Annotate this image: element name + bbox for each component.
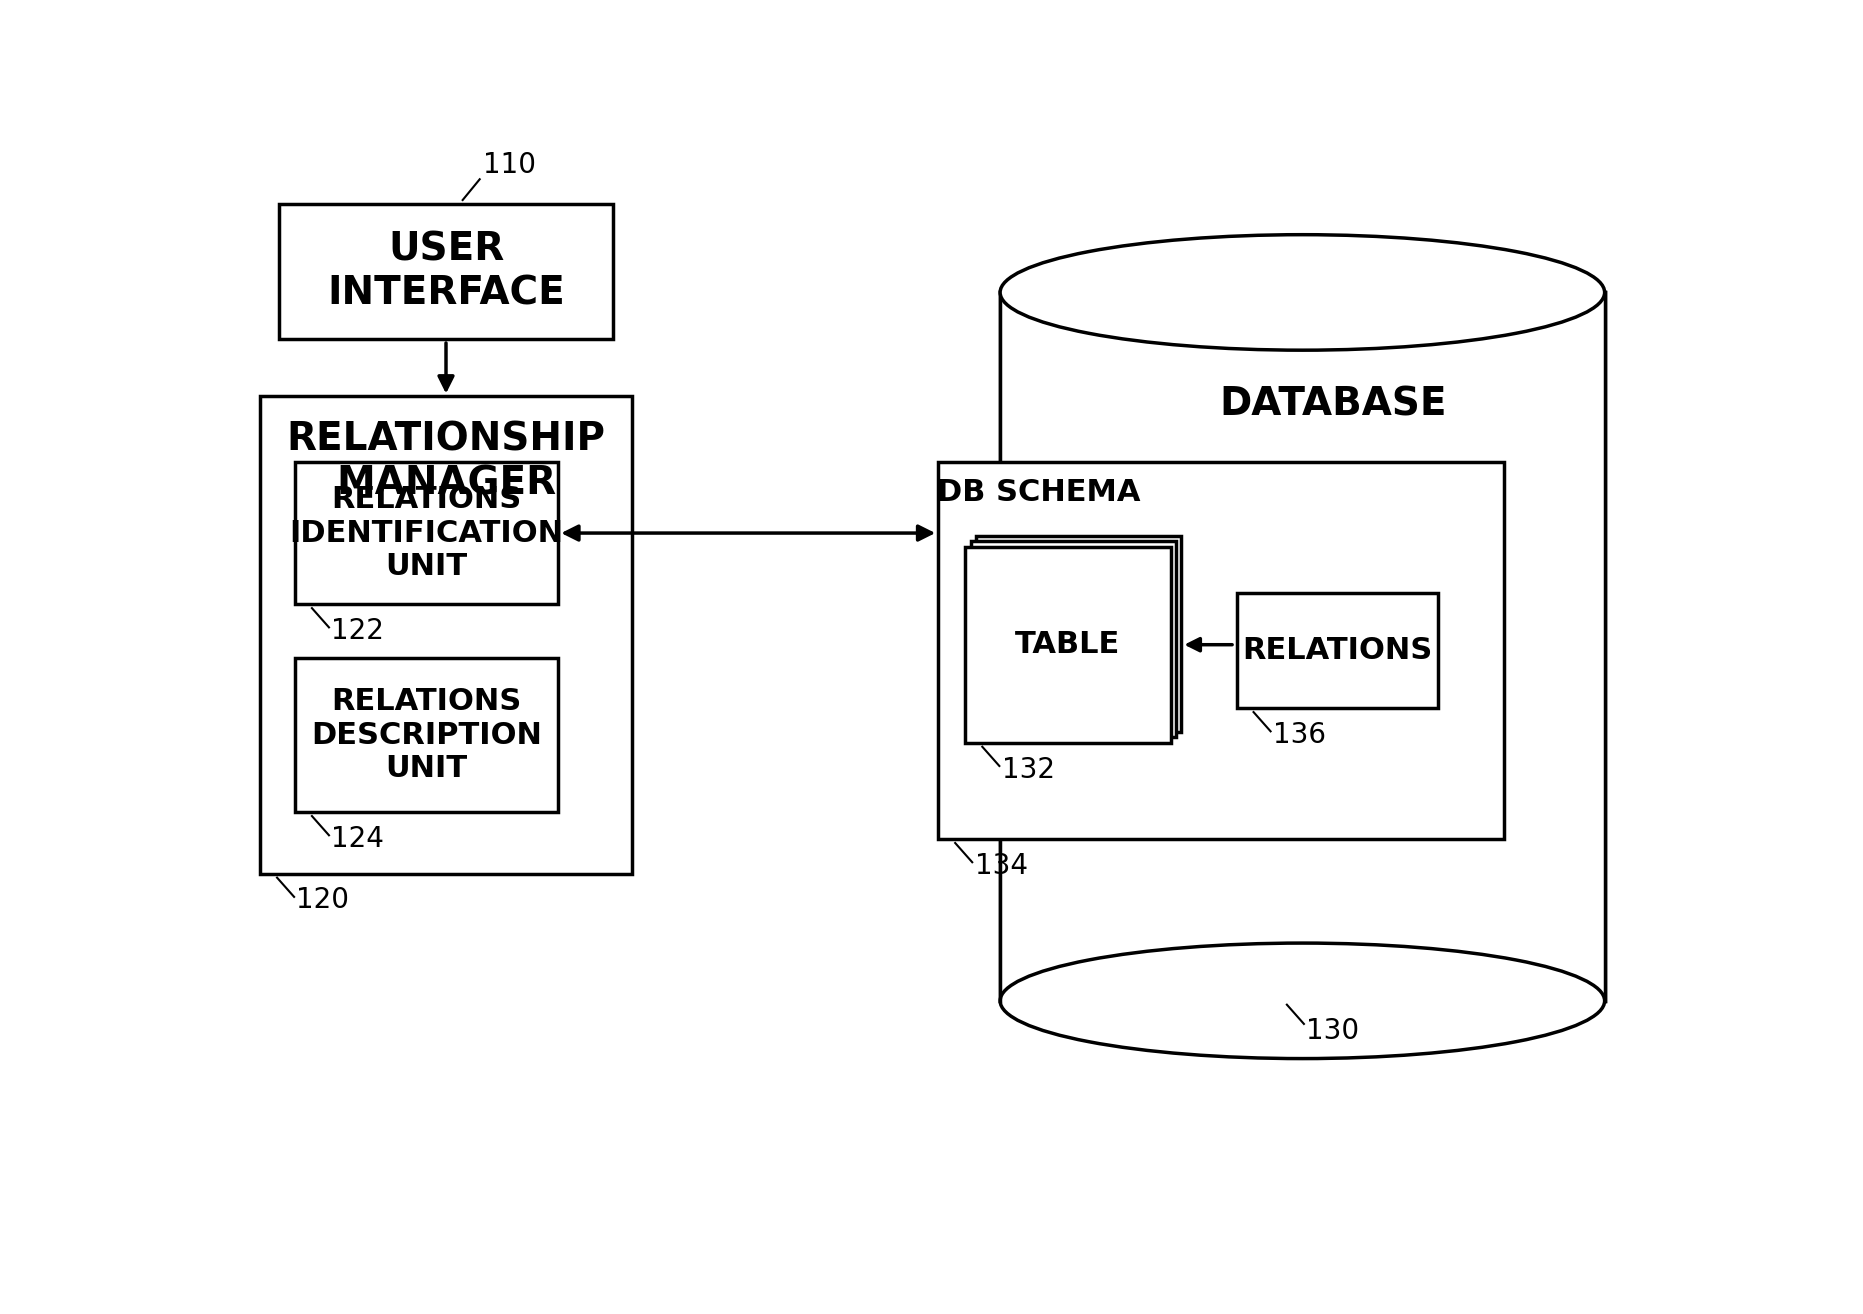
Text: TABLE: TABLE [1015,631,1120,660]
Text: RELATIONS
IDENTIFICATION
UNIT: RELATIONS IDENTIFICATION UNIT [289,485,564,581]
Bar [939,461,1503,840]
Text: DATABASE: DATABASE [1220,385,1448,423]
Text: 122: 122 [332,618,384,645]
Bar [261,397,632,874]
Ellipse shape [1000,943,1604,1059]
Text: RELATIONS: RELATIONS [1243,636,1433,665]
Text: USER
INTERFACE: USER INTERFACE [328,230,564,313]
Ellipse shape [1000,235,1604,350]
Text: 110: 110 [483,151,537,179]
Bar [294,461,559,604]
Text: 120: 120 [296,887,350,915]
Bar [294,658,559,812]
Text: RELATIONSHIP
MANAGER: RELATIONSHIP MANAGER [287,420,605,503]
Text: 136: 136 [1272,721,1326,749]
Bar [976,536,1181,732]
Text: 130: 130 [1306,1017,1360,1046]
Bar [971,541,1176,737]
Bar [1000,293,1604,1001]
Text: DB SCHEMA: DB SCHEMA [937,478,1140,507]
Bar [279,204,613,339]
Bar [1237,593,1438,708]
Text: 132: 132 [1002,756,1054,783]
Text: 134: 134 [974,851,1028,880]
Text: 124: 124 [332,825,384,853]
Text: RELATIONS
DESCRIPTION
UNIT: RELATIONS DESCRIPTION UNIT [311,687,542,783]
Bar [965,547,1170,742]
